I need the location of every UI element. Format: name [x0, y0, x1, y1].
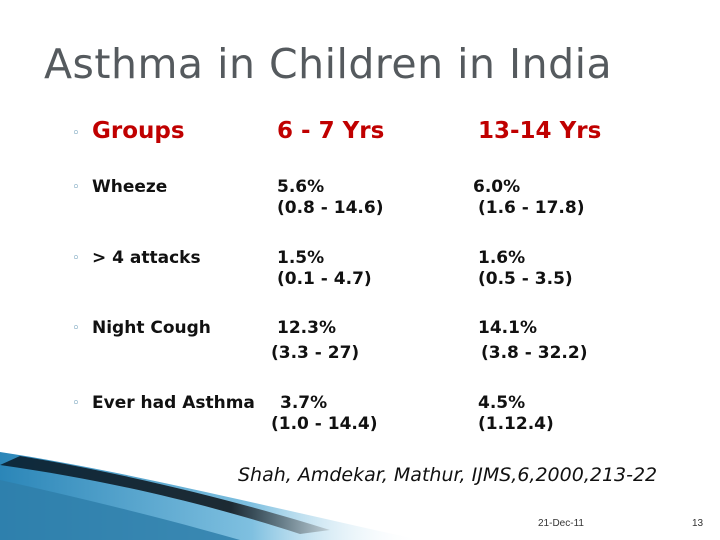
attacks-6-7-value: 1.5%	[277, 248, 325, 268]
asthma-13-14-range: (1.12.4)	[478, 414, 554, 434]
bullet-icon: ◦	[72, 396, 80, 411]
attacks-13-14-range: (0.5 - 3.5)	[478, 269, 573, 289]
cough-6-7-range: (3.3 - 27)	[271, 343, 360, 363]
bullet-icon: ◦	[72, 251, 80, 266]
wheeze-6-7-range: (0.8 - 14.6)	[277, 198, 384, 218]
header-col-6-7: 6 - 7 Yrs	[277, 118, 385, 144]
wheeze-6-7-value: 5.6%	[277, 177, 325, 197]
row-label-wheeze: Wheeze	[92, 177, 168, 197]
footer-page-number: 13	[692, 518, 704, 529]
header-col-13-14: 13-14 Yrs	[478, 118, 602, 144]
bullet-icon: ◦	[72, 180, 80, 195]
row-label-night-cough: Night Cough	[92, 318, 211, 338]
slide-title: Asthma in Children in India	[44, 40, 613, 88]
citation: Shah, Amdekar, Mathur, IJMS,6,2000,213-2…	[238, 464, 658, 486]
cough-13-14-value: 14.1%	[478, 318, 537, 338]
cough-13-14-range: (3.8 - 32.2)	[481, 343, 588, 363]
attacks-6-7-range: (0.1 - 4.7)	[277, 269, 372, 289]
bullet-icon: ◦	[72, 126, 80, 141]
asthma-6-7-value: 3.7%	[280, 393, 328, 413]
attacks-13-14-value: 1.6%	[478, 248, 526, 268]
asthma-13-14-value: 4.5%	[478, 393, 526, 413]
wheeze-13-14-value: 6.0%	[473, 177, 521, 197]
wheeze-13-14-range: (1.6 - 17.8)	[478, 198, 585, 218]
row-label-ever-asthma: Ever had Asthma	[92, 393, 255, 413]
footer-date: 21-Dec-11	[538, 518, 584, 529]
header-groups: Groups	[92, 118, 185, 144]
cough-6-7-value: 12.3%	[277, 318, 336, 338]
asthma-6-7-range: (1.0 - 14.4)	[271, 414, 378, 434]
row-label-attacks: > 4 attacks	[92, 248, 201, 268]
bullet-icon: ◦	[72, 321, 80, 336]
